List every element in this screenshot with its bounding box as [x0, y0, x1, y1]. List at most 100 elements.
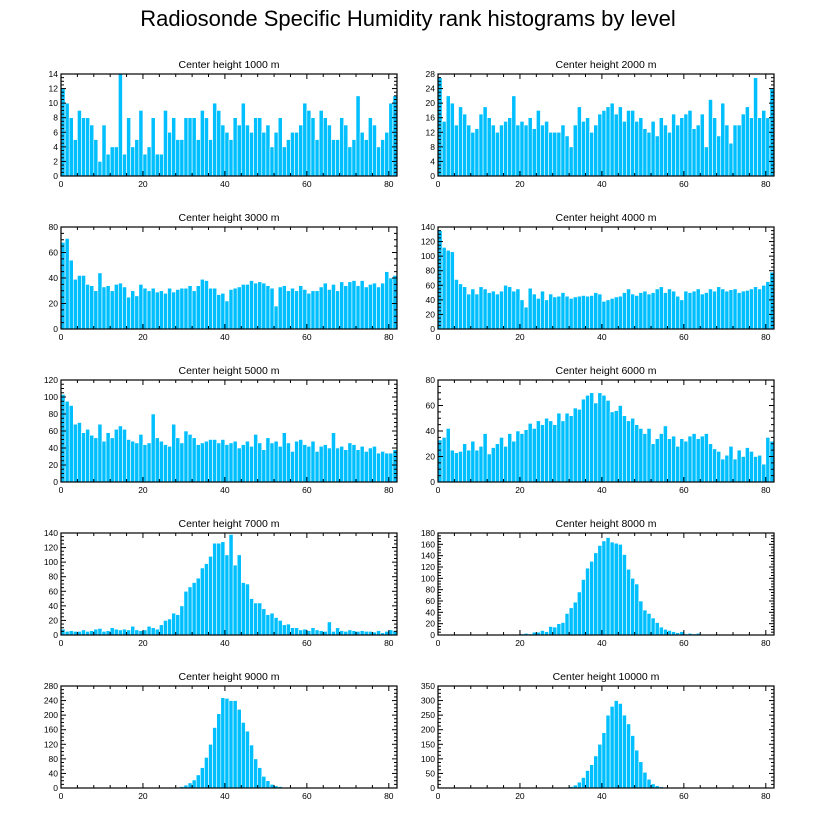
- histogram-bar: [589, 561, 595, 636]
- histogram-bar: [64, 400, 70, 483]
- histogram-bar: [68, 259, 74, 330]
- histogram-bar: [183, 117, 189, 177]
- histogram-bar: [200, 110, 205, 177]
- histogram-bar: [72, 423, 78, 483]
- histogram-bar: [699, 293, 705, 330]
- x-tick-label: 20: [138, 485, 148, 495]
- histogram-bar: [318, 445, 324, 483]
- y-tick-label: 160: [44, 725, 58, 735]
- histogram-bar: [331, 284, 336, 330]
- histogram-bar: [519, 121, 525, 177]
- histogram-bar: [658, 117, 664, 177]
- histogram-bar: [257, 117, 263, 177]
- histogram-bar: [560, 420, 566, 483]
- histogram-bar: [224, 131, 230, 177]
- histogram-bar: [638, 292, 644, 330]
- histogram-bar: [200, 442, 205, 483]
- panel-title: Center height 2000 m: [556, 59, 657, 71]
- histogram-bar: [593, 402, 599, 483]
- histogram-bar: [585, 770, 590, 789]
- histogram-bar: [273, 305, 279, 330]
- histogram-bar: [679, 117, 685, 177]
- histogram-bar: [310, 440, 316, 483]
- histogram-bar: [273, 617, 279, 636]
- histogram-bar: [236, 554, 242, 636]
- histogram-bar: [724, 290, 730, 330]
- histogram-bar: [105, 153, 111, 177]
- histogram-bar: [683, 290, 689, 330]
- histogram-bar: [749, 451, 754, 483]
- histogram-bar: [736, 449, 742, 483]
- y-tick-label: 80: [426, 585, 436, 595]
- histogram-bar: [675, 124, 681, 177]
- histogram-bar: [617, 295, 623, 330]
- histogram-bar: [605, 299, 611, 330]
- histogram-bar: [77, 422, 82, 483]
- histogram-bar: [581, 777, 586, 789]
- histogram-bar: [732, 124, 738, 177]
- histogram-bar: [236, 447, 242, 483]
- y-tick-label: 0: [430, 783, 435, 793]
- histogram-bar: [511, 440, 517, 483]
- y-tick-label: 0: [53, 171, 58, 181]
- histogram-bar: [208, 139, 213, 177]
- x-tick-label: 60: [679, 638, 689, 648]
- y-tick-label: 100: [421, 251, 435, 261]
- histogram-bar: [638, 600, 644, 636]
- histogram-bar: [302, 102, 308, 177]
- histogram-bar: [93, 628, 99, 636]
- histogram-bar: [343, 285, 349, 330]
- histogram-bar: [290, 287, 295, 330]
- histogram-bar: [523, 429, 529, 483]
- histogram-bar: [175, 437, 181, 483]
- histogram-bar: [335, 447, 340, 483]
- histogram-bar: [384, 271, 390, 330]
- x-tick-label: 60: [679, 791, 689, 801]
- histogram-bar: [630, 735, 635, 789]
- histogram-bar: [163, 620, 168, 636]
- histogram-bar: [536, 110, 541, 177]
- histogram-bar: [626, 723, 631, 789]
- histogram-bar: [720, 102, 726, 177]
- histogram-bar: [650, 292, 656, 330]
- histogram-bar: [577, 781, 582, 789]
- histogram-bar: [327, 621, 332, 636]
- histogram-bar: [68, 117, 74, 177]
- histogram-bar: [593, 124, 599, 177]
- histogram-bar: [609, 102, 615, 177]
- histogram-bar: [597, 743, 603, 789]
- histogram-bar: [581, 121, 586, 177]
- histogram-bar: [691, 433, 697, 483]
- histogram-bar: [507, 117, 513, 177]
- histogram-bar: [609, 706, 615, 789]
- panel-title: Center height 4000 m: [556, 212, 657, 224]
- histogram-bar: [552, 131, 558, 177]
- histogram-bar: [175, 614, 181, 636]
- histogram-bar: [568, 146, 574, 177]
- histogram-bar: [245, 284, 250, 330]
- histogram-bar: [101, 440, 107, 483]
- histogram-bar: [130, 146, 136, 177]
- histogram-bar: [458, 451, 463, 483]
- histogram-bar: [544, 121, 549, 177]
- histogram-bar: [191, 779, 197, 789]
- histogram-bar: [306, 110, 312, 177]
- histogram-bar: [261, 131, 267, 177]
- histogram-bar: [314, 139, 320, 177]
- histogram-bar: [109, 437, 115, 483]
- histogram-bar: [478, 445, 484, 483]
- histogram-bar: [167, 287, 172, 330]
- histogram-bar: [126, 439, 131, 483]
- histogram-bar: [536, 298, 541, 330]
- x-tick-label: 80: [761, 638, 771, 648]
- histogram-bar: [601, 301, 607, 330]
- histogram-bar: [232, 700, 238, 789]
- histogram-bar: [474, 128, 480, 177]
- histogram-bar: [163, 444, 168, 483]
- histogram-bar: [224, 300, 230, 330]
- y-tick-label: 60: [426, 596, 436, 606]
- histogram-bar: [499, 124, 504, 177]
- histogram-bar: [212, 102, 218, 177]
- histogram-bar: [650, 783, 656, 789]
- y-tick-label: 80: [49, 222, 59, 232]
